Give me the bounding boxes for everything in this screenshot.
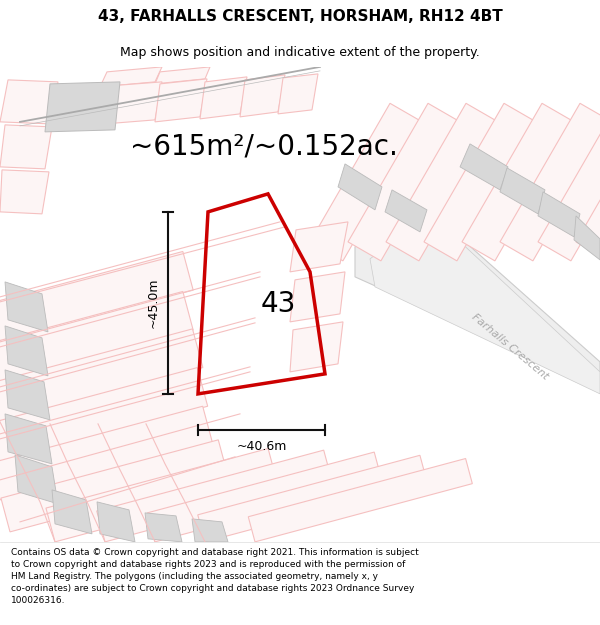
- Polygon shape: [278, 74, 318, 114]
- Polygon shape: [198, 455, 427, 542]
- Polygon shape: [100, 67, 162, 87]
- Polygon shape: [462, 103, 575, 261]
- Polygon shape: [145, 513, 182, 542]
- Polygon shape: [1, 440, 227, 532]
- Polygon shape: [500, 168, 545, 214]
- Polygon shape: [46, 449, 277, 542]
- Polygon shape: [155, 67, 210, 84]
- Text: Contains OS data © Crown copyright and database right 2021. This information is : Contains OS data © Crown copyright and d…: [11, 548, 419, 605]
- Polygon shape: [5, 414, 52, 464]
- Polygon shape: [5, 282, 48, 332]
- Polygon shape: [338, 164, 382, 210]
- Polygon shape: [248, 459, 472, 542]
- Polygon shape: [385, 190, 427, 232]
- Polygon shape: [0, 80, 58, 124]
- Polygon shape: [538, 192, 580, 237]
- Polygon shape: [348, 103, 461, 261]
- Text: 43, FARHALLS CRESCENT, HORSHAM, RH12 4BT: 43, FARHALLS CRESCENT, HORSHAM, RH12 4BT: [98, 9, 502, 24]
- Polygon shape: [147, 452, 382, 542]
- Polygon shape: [0, 406, 212, 500]
- Polygon shape: [45, 82, 120, 132]
- Text: Farhalls Crescent: Farhalls Crescent: [470, 312, 550, 382]
- Polygon shape: [0, 368, 208, 462]
- Polygon shape: [290, 272, 345, 322]
- Polygon shape: [192, 519, 228, 542]
- Polygon shape: [460, 144, 508, 190]
- Polygon shape: [370, 214, 600, 394]
- Polygon shape: [355, 202, 600, 387]
- Polygon shape: [97, 502, 135, 542]
- Polygon shape: [290, 322, 343, 372]
- Polygon shape: [52, 490, 92, 534]
- Polygon shape: [0, 170, 49, 214]
- Polygon shape: [574, 216, 600, 260]
- Text: ~40.6m: ~40.6m: [236, 440, 287, 453]
- Polygon shape: [5, 326, 48, 376]
- Polygon shape: [500, 103, 600, 261]
- Polygon shape: [155, 79, 207, 122]
- Polygon shape: [576, 103, 600, 261]
- Polygon shape: [97, 450, 332, 542]
- Polygon shape: [386, 103, 499, 261]
- Polygon shape: [60, 84, 112, 127]
- Polygon shape: [0, 329, 203, 422]
- Polygon shape: [200, 77, 247, 119]
- Polygon shape: [105, 82, 162, 124]
- Polygon shape: [424, 103, 537, 261]
- Text: 43: 43: [260, 290, 296, 318]
- Text: Map shows position and indicative extent of the property.: Map shows position and indicative extent…: [120, 46, 480, 59]
- Polygon shape: [0, 251, 193, 342]
- Polygon shape: [0, 291, 193, 382]
- Text: ~45.0m: ~45.0m: [147, 278, 160, 328]
- Polygon shape: [240, 75, 285, 117]
- Text: ~615m²/~0.152ac.: ~615m²/~0.152ac.: [130, 133, 398, 161]
- Polygon shape: [538, 103, 600, 261]
- Polygon shape: [5, 370, 50, 420]
- Polygon shape: [290, 222, 348, 272]
- Polygon shape: [0, 125, 52, 169]
- Polygon shape: [310, 103, 423, 261]
- Polygon shape: [15, 455, 58, 504]
